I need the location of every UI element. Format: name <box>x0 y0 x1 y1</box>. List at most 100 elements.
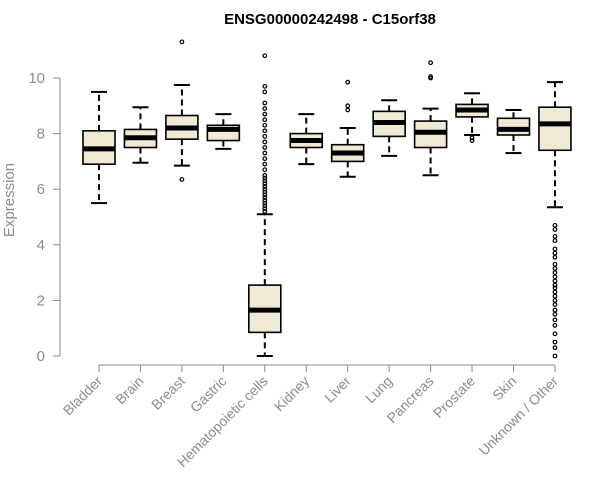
outlier-point <box>552 311 558 317</box>
outlier-point <box>552 302 558 307</box>
outlier-point <box>262 203 268 209</box>
outlier-point <box>552 250 558 256</box>
outlier-point <box>552 298 558 303</box>
outlier-point <box>262 189 268 195</box>
outlier-point <box>469 138 475 143</box>
box-bladder <box>82 90 116 205</box>
box-unknown-other <box>538 81 572 359</box>
x-tick-label: Prostate <box>430 373 478 421</box>
outlier-point <box>262 181 268 187</box>
outlier-point <box>552 227 558 232</box>
outlier-point <box>552 289 558 295</box>
y-axis: 0 2 4 6 8 10 <box>28 70 61 365</box>
box-breast <box>165 39 199 182</box>
x-tick-label: Breast <box>148 373 188 413</box>
y-tick-label: 0 <box>37 348 45 365</box>
y-axis-label: Expression <box>1 163 18 237</box>
outlier-point <box>552 331 558 337</box>
outlier-point <box>345 79 351 85</box>
y-tick-label: 6 <box>37 181 45 198</box>
outlier-point <box>552 282 558 288</box>
outlier-point <box>262 184 268 189</box>
outlier-point <box>552 254 558 260</box>
outlier-point <box>262 111 268 117</box>
outlier-point <box>552 274 558 280</box>
y-tick-label: 10 <box>28 70 45 87</box>
y-tick-label: 8 <box>37 126 45 143</box>
outlier-point <box>428 75 434 81</box>
outlier-point <box>262 150 268 156</box>
box-brain <box>123 106 158 164</box>
outlier-point <box>552 323 558 328</box>
outlier-point <box>262 195 268 200</box>
outlier-point <box>469 135 475 141</box>
iqr-box <box>538 106 572 152</box>
outlier-point <box>262 106 268 111</box>
y-tick-label: 2 <box>37 292 45 309</box>
outlier-point <box>552 278 558 284</box>
outlier-point <box>262 83 268 89</box>
box-kidney <box>289 113 324 166</box>
outlier-point <box>552 266 558 271</box>
outlier-point <box>345 103 351 109</box>
outlier-point <box>262 178 268 184</box>
box-lung <box>372 99 406 157</box>
outlier-point <box>262 53 268 59</box>
outlier-point <box>262 175 268 181</box>
outlier-point <box>552 353 558 359</box>
outlier-point <box>179 177 185 182</box>
box-prostate <box>455 92 489 143</box>
outlier-point <box>262 156 268 162</box>
outlier-point <box>552 246 558 252</box>
outlier-point <box>262 128 268 134</box>
x-tick-label: Brain <box>112 373 146 407</box>
x-tick-label: Liver <box>321 373 354 406</box>
box-hematopoietic-cells <box>248 53 282 357</box>
outlier-point <box>552 270 558 276</box>
outlier-point <box>262 139 268 145</box>
x-tick-label: Skin <box>489 373 520 404</box>
outlier-point <box>262 89 268 95</box>
x-tick-label: Kidney <box>271 373 313 415</box>
outlier-point <box>552 285 558 291</box>
outlier-point <box>552 261 558 267</box>
outlier-point <box>552 293 558 299</box>
outlier-point <box>552 345 558 351</box>
box-skin <box>496 108 531 155</box>
outlier-point <box>262 117 268 123</box>
outlier-point <box>262 122 268 128</box>
x-tick-label: Bladder <box>60 373 106 419</box>
outlier-point <box>552 234 558 239</box>
outlier-point <box>262 133 268 139</box>
outlier-point <box>552 307 558 313</box>
outlier-point <box>262 206 268 212</box>
outlier-point <box>262 167 268 173</box>
outlier-point <box>428 60 434 66</box>
outlier-point <box>552 238 558 244</box>
box-pancreas <box>413 60 448 177</box>
outlier-point <box>552 317 558 323</box>
outlier-point <box>179 39 185 45</box>
outlier-point <box>345 107 351 113</box>
outlier-point <box>552 339 558 345</box>
outlier-point <box>262 192 268 198</box>
box-liver <box>330 79 365 178</box>
outlier-point <box>262 200 268 206</box>
outlier-point <box>262 100 268 106</box>
outlier-point <box>262 145 268 150</box>
outlier-point <box>262 197 268 203</box>
outlier-point <box>552 222 558 228</box>
iqr-box <box>496 117 531 136</box>
box-gastric <box>206 113 241 150</box>
outlier-point <box>262 186 268 192</box>
chart-title: ENSG00000242498 - C15orf38 <box>224 11 436 28</box>
x-tick-label: Lung <box>362 373 395 406</box>
outlier-point <box>262 209 268 214</box>
boxes <box>82 39 572 359</box>
outlier-point <box>262 161 268 167</box>
y-tick-label: 4 <box>37 237 45 254</box>
x-tick-label: Unknown / Other <box>475 373 561 459</box>
outlier-point <box>262 172 268 178</box>
